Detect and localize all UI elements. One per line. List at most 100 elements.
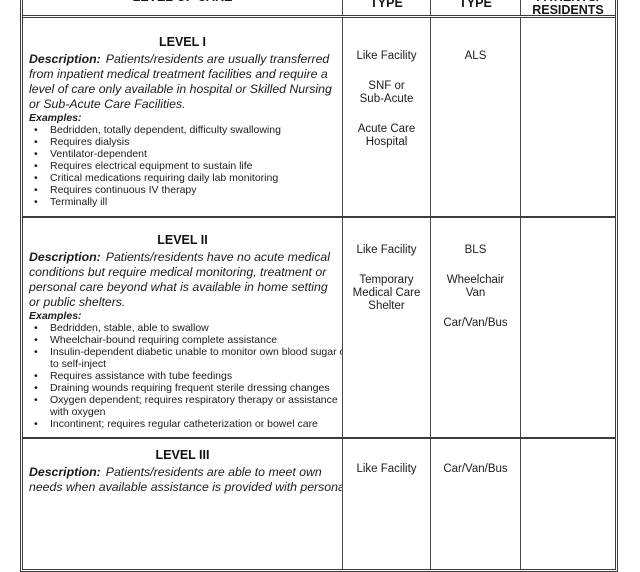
facility-line: Like Facility [356,50,417,62]
example-text: Oxygen dependent; requires respiratory t… [50,394,338,406]
level-2-description-cell: LEVEL II Description: Patients/residents … [23,218,343,437]
transport-line [431,257,520,274]
example-line: • Requires assistance with tube feedings [29,370,336,382]
example-text: Requires continuous IV therapy [50,184,197,196]
example-text: Incontinent; requires regular catheteriz… [50,418,318,430]
example-text: Insulin-dependent diabetic unable to mon… [50,346,343,358]
example-text: Terminally ill [50,196,108,208]
example-line: to self-inject [29,358,336,370]
example-line: • Incontinent; requires regular catheteri… [29,418,336,430]
transport-line [431,300,520,317]
level-3-facility-cell: Like Facility [343,439,431,569]
header-transport-type: TYPE [431,0,521,15]
table-header-row: LEVEL OF CARE TYPE TYPE PATIENTS/ RESIDE… [23,0,615,18]
bullet-marker: • [34,382,38,394]
example-line: • Bedridden, totally dependent, difficult… [29,124,336,136]
level-3-patients-cell [521,439,615,569]
example-text: Requires assistance with tube feedings [50,370,233,382]
example-text: Requires dialysis [50,136,130,148]
bullet-marker: • [34,322,38,334]
level-1-transport-cell: ALS [431,18,521,216]
level-2-examples-list: • Bedridden, stable, able to swallow • Whe… [29,322,342,430]
bullet-marker: • [34,394,38,406]
level-2-description-label: Description: [29,250,101,264]
level-3-description-intro: Patients/residents are able to meet own [105,465,322,479]
level-1-description-lines: from inpatient medical treatment facilit… [29,67,332,111]
transport-line: Wheelchair [446,274,505,286]
levels-of-care-table: LEVEL OF CARE TYPE TYPE PATIENTS/ RESIDE… [20,0,618,572]
level-1-patients-cell [521,18,615,216]
level-1-description-label: Description: [29,52,101,66]
table-row-level-1: LEVEL I Description: Patients/residents a… [23,18,615,218]
example-line: • Terminally ill [29,196,336,208]
header-level-of-care-label: LEVEL OF CARE [133,0,233,4]
example-line: with oxygen [29,406,336,418]
table-row-level-3: LEVEL III Description: Patients/residents… [23,439,615,569]
example-text: Requires electrical equipment to sustain… [50,160,253,172]
level-2-examples-label: Examples: [29,310,82,322]
facility-line: Like Facility [356,463,417,475]
bullet-marker: • [34,184,38,196]
header-transport-type-label: TYPE [459,0,492,10]
facility-line [343,63,430,80]
level-2-description-lines: conditions but require medical monitorin… [29,265,328,309]
example-line: • Wheelchair-bound requiring complete ass… [29,334,336,346]
bullet-marker: • [34,172,38,184]
level-1-facility-cell: Like Facility SNF or Sub-Acute Acute Care Ho… [343,18,431,216]
level-2-patients-cell [521,218,615,437]
level-2-description-intro: Patients/residents have no acute medical [105,250,330,264]
header-level-of-care: LEVEL OF CARE [23,0,343,15]
example-line: • Critical medications requiring daily la… [29,172,336,184]
level-1-description-cell: LEVEL I Description: Patients/residents a… [23,18,343,216]
level-3-patients-value [521,439,615,463]
header-facility-type: TYPE [343,0,431,15]
example-text: with oxygen [50,406,106,418]
transport-line: Car/Van/Bus [443,463,508,475]
bullet-marker: • [34,334,38,346]
level-3-description-cell: LEVEL III Description: Patients/residents… [23,439,343,569]
example-text: Wheelchair-bound requiring complete assi… [50,334,278,346]
level-2-title: LEVEL II [157,233,208,247]
example-line: • Requires continuous IV therapy [29,184,336,196]
example-text: Critical medications requiring daily lab… [50,172,279,184]
bullet-marker: • [34,124,38,136]
facility-line [343,106,430,123]
facility-line: Medical Care [352,287,421,299]
bullet-marker: • [34,160,38,172]
example-line: • Requires dialysis [29,136,336,148]
header-patients-line2: RESIDENTS [532,3,604,16]
example-text: Bedridden, totally dependent, difficulty… [50,124,281,136]
bullet-marker [29,358,50,370]
transport-line: Car/Van/Bus [443,317,508,329]
transport-line: BLS [464,244,487,256]
example-line: • Requires electrical equipment to sustai… [29,160,336,172]
level-3-description-lines: needs when available assistance is provi… [29,480,343,494]
example-line: • Oxygen dependent; requires respiratory … [29,394,338,406]
example-text: to self-inject [50,358,107,370]
facility-line: Like Facility [356,244,417,256]
example-text: Bedridden, stable, able to swallow [50,322,209,334]
bullet-marker: • [34,148,38,160]
facility-line: Hospital [365,136,408,148]
level-2-patients-value [521,218,615,244]
level-1-title: LEVEL I [158,35,206,49]
table-row-level-2: LEVEL II Description: Patients/residents … [23,218,615,439]
facility-line: Shelter [368,300,405,312]
level-1-description-intro: Patients/residents are usually transferr… [105,52,330,66]
example-line: • Draining wounds requiring frequent ster… [29,382,336,394]
facility-line: Acute Care [357,123,416,135]
bullet-marker: • [34,418,38,430]
bullet-marker [29,406,50,418]
facility-line: SNF or [368,80,405,92]
example-text: Ventilator-dependent [50,148,147,160]
level-3-title: LEVEL III [155,448,210,462]
transport-line: ALS [464,50,487,62]
level-1-examples-label: Examples: [29,112,82,124]
level-2-facility-cell: Like Facility Temporary Medical Care Shelte… [343,218,431,437]
example-text: Draining wounds requiring frequent steri… [50,382,330,394]
example-line: • Insulin-dependent diabetic unable to mo… [29,346,342,358]
example-line: • Ventilator-dependent [29,148,336,160]
header-facility-type-label: TYPE [370,0,403,10]
level-1-examples-list: • Bedridden, totally dependent, difficult… [29,124,336,208]
example-line: • Bedridden, stable, able to swallow [29,322,336,334]
